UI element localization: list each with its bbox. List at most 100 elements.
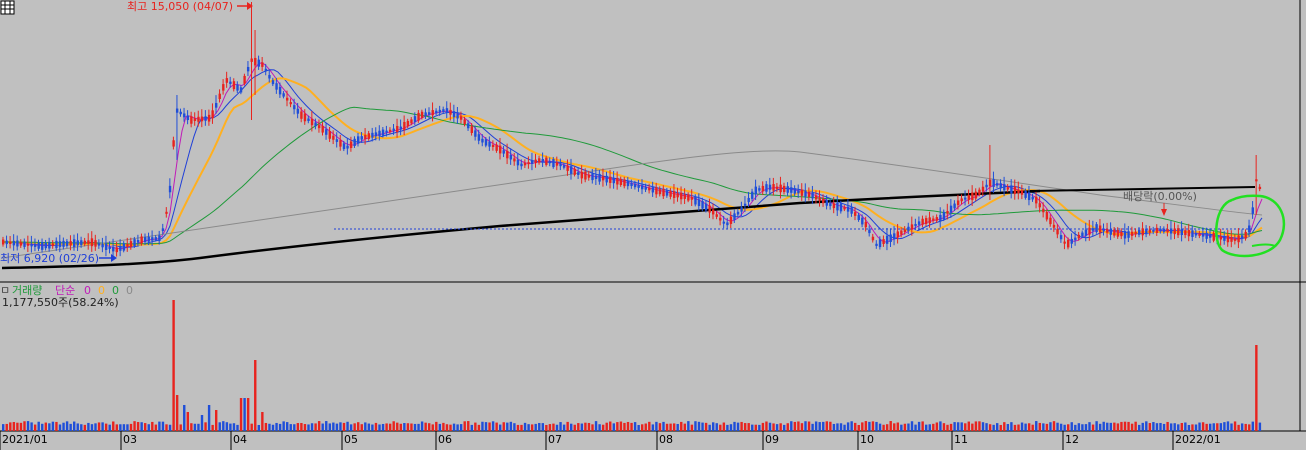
volume-bar	[257, 424, 260, 431]
volume-ma-value-2: 0	[98, 284, 105, 297]
volume-bar	[751, 424, 754, 431]
candle-body	[1024, 190, 1027, 198]
candle-body	[328, 130, 331, 139]
volume-bar	[239, 398, 243, 431]
volume-bar	[992, 424, 995, 431]
volume-bar	[726, 424, 729, 431]
candle-body	[1194, 232, 1198, 236]
volume-bar	[424, 422, 427, 431]
candle-body	[516, 159, 520, 166]
candle-body	[222, 84, 225, 91]
x-axis-label: 07	[548, 433, 562, 446]
volume-bar	[1237, 424, 1240, 431]
candle-body	[1233, 238, 1237, 241]
volume-bar	[406, 423, 410, 431]
volume-bar	[317, 421, 321, 431]
volume-simple-label: 단순	[55, 284, 75, 297]
candle-body	[1173, 228, 1176, 235]
volume-bar	[988, 424, 992, 431]
candle-body	[932, 218, 935, 221]
volume-bar	[829, 421, 832, 431]
volume-bar	[871, 421, 875, 431]
volume-bar	[946, 424, 949, 431]
candle-body	[669, 190, 672, 197]
candle-body	[119, 245, 122, 251]
volume-bar	[758, 424, 761, 431]
volume-bar	[733, 421, 736, 431]
volume-bar	[1116, 423, 1120, 431]
volume-bar	[1091, 424, 1095, 431]
candle-body	[19, 242, 23, 246]
candle-body	[1088, 227, 1091, 235]
x-axis-label: 06	[438, 433, 452, 446]
volume-bar	[207, 405, 211, 431]
volume-bar	[1219, 423, 1223, 431]
candle-body	[704, 203, 708, 211]
candle-body	[16, 240, 19, 247]
candle-body	[690, 197, 694, 200]
candle-body	[2, 239, 5, 245]
volume-bar	[832, 423, 836, 431]
candle-body	[374, 132, 378, 137]
candle-body	[133, 239, 136, 247]
volume-bar	[704, 422, 708, 431]
candle-body	[94, 240, 97, 247]
ma20-line	[2, 77, 1263, 246]
volume-bar	[1194, 424, 1198, 431]
candle-body	[1070, 238, 1073, 244]
volume-bar	[1045, 423, 1049, 431]
candle-body	[179, 111, 182, 115]
volume-bar	[438, 423, 442, 431]
candle-body	[843, 207, 846, 210]
volume-bar	[200, 415, 204, 431]
max-price-marker: 최고 15,050 (04/07)	[127, 0, 253, 13]
candle-body	[1180, 229, 1183, 236]
volume-bar	[609, 421, 612, 431]
volume-bar	[1159, 422, 1162, 431]
candle-body	[818, 197, 821, 201]
candle-body	[186, 115, 189, 121]
volume-bar	[278, 423, 282, 431]
table-icon[interactable]	[0, 0, 15, 15]
candle-body	[321, 125, 324, 133]
candle-body	[1155, 227, 1159, 233]
candle-body	[822, 198, 825, 204]
candle-body	[456, 113, 459, 119]
volume-bar	[12, 422, 16, 431]
volume-bar	[761, 422, 765, 431]
volume-bar	[658, 423, 662, 431]
volume-bar	[857, 424, 860, 431]
candle-body	[903, 229, 907, 232]
volume-bar	[1152, 422, 1155, 431]
volume-bar	[129, 423, 133, 431]
candle-body	[225, 78, 229, 83]
volume-bar	[349, 424, 353, 431]
candle-body	[484, 139, 488, 146]
volume-bar	[655, 421, 658, 431]
volume-bar	[612, 423, 615, 431]
volume-bar	[1201, 422, 1205, 431]
candle-body	[562, 165, 566, 168]
volume-bar	[1255, 345, 1258, 431]
volume-bar	[80, 424, 83, 431]
volume-bar	[889, 421, 892, 431]
candle-body	[470, 126, 473, 134]
volume-bar	[772, 423, 775, 431]
x-axis-label: 03	[123, 433, 137, 446]
volume-bar	[1230, 423, 1233, 431]
volume-bar	[779, 423, 782, 431]
volume-bar	[215, 410, 218, 431]
candle-body	[122, 243, 126, 251]
volume-bar	[1095, 421, 1098, 431]
volume-bar	[985, 423, 988, 431]
candle-body	[342, 143, 346, 150]
volume-bar	[204, 422, 207, 431]
volume-bar	[112, 421, 115, 431]
candle-body	[928, 217, 931, 224]
volume-bar	[126, 424, 129, 431]
volume-bar	[942, 423, 946, 431]
candle-body	[1077, 234, 1081, 239]
volume-bar	[626, 421, 630, 431]
